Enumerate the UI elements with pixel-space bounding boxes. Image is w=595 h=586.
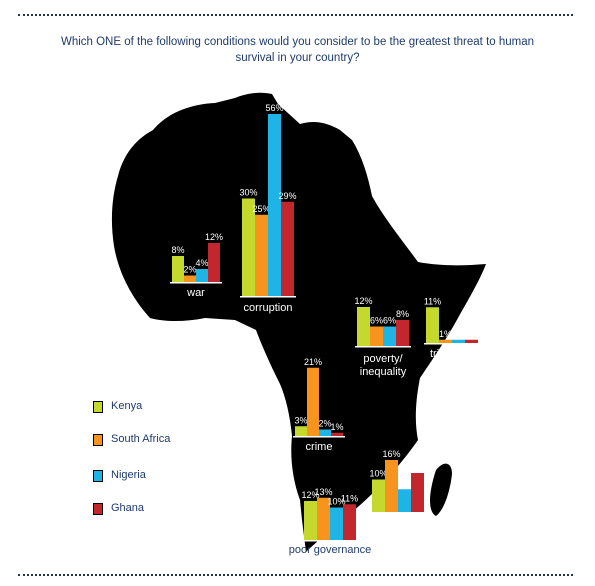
bar-nigeria bbox=[398, 489, 411, 512]
legend-label-south-africa: South Africa bbox=[111, 433, 171, 445]
bar-kenya bbox=[372, 479, 385, 512]
bar-ghana bbox=[411, 473, 424, 512]
bar-value-label: 10% bbox=[327, 497, 345, 507]
bar-group-5: 10% 16% 7% 12% unemployment bbox=[362, 449, 434, 529]
chart-title: Which ONE of the following conditions wo… bbox=[60, 36, 535, 64]
legend-swatch-ghana bbox=[93, 503, 103, 515]
bar-south-africa bbox=[385, 460, 398, 512]
bar-value-label: 1% bbox=[439, 329, 452, 339]
bar-group-2: 12%6% 6%8%poverty/inequality bbox=[354, 296, 411, 378]
legend-swatch-south-africa bbox=[93, 434, 103, 446]
bar-value-label: 13% bbox=[314, 487, 332, 497]
bar-value-label: 6% bbox=[370, 316, 383, 326]
bar-value-label: 12% bbox=[408, 462, 426, 472]
category-label: poverty/inequality bbox=[360, 353, 407, 378]
bar-nigeria bbox=[319, 429, 331, 436]
group-baseline bbox=[240, 296, 296, 298]
bar-value-label: 1% bbox=[465, 329, 478, 339]
bar-value-label: 11% bbox=[424, 296, 441, 306]
bar-group-6: 12%13%10%11% poor governance bbox=[289, 487, 372, 556]
bar-value-label: 29% bbox=[278, 191, 296, 201]
bar-group-3: 11%1% 1% 1%tribalism/racism bbox=[424, 296, 480, 373]
bar-value-label: 21% bbox=[304, 357, 322, 367]
bar-value-label: 2% bbox=[318, 419, 331, 429]
bar-ghana bbox=[331, 432, 343, 436]
bar-value-label: 2% bbox=[183, 265, 196, 275]
bar-value-label: 16% bbox=[382, 449, 400, 459]
group-baseline bbox=[293, 436, 345, 438]
top-dotted-rule bbox=[18, 14, 573, 16]
group-baseline bbox=[355, 346, 411, 348]
bar-nigeria bbox=[383, 326, 396, 346]
bar-value-label: 25% bbox=[252, 204, 270, 214]
bar-value-label: 12% bbox=[301, 490, 319, 500]
group-baseline bbox=[302, 540, 358, 542]
bar-value-label: 30% bbox=[239, 188, 257, 198]
category-label: corruption bbox=[244, 302, 293, 314]
bar-kenya bbox=[357, 307, 370, 346]
bar-group-1: 30% 25% 56% 29% corruption bbox=[239, 103, 296, 314]
bar-ghana bbox=[281, 201, 294, 296]
category-label: crime bbox=[306, 441, 333, 453]
bar-kenya bbox=[295, 426, 307, 436]
bar-ghana bbox=[208, 243, 220, 282]
bar-kenya bbox=[304, 501, 317, 540]
bar-value-label: 56% bbox=[265, 103, 283, 113]
bar-value-label: 11% bbox=[341, 493, 358, 503]
bar-south-africa bbox=[317, 497, 330, 540]
category-label: unemployment bbox=[362, 517, 434, 529]
bottom-dotted-rule bbox=[18, 574, 573, 576]
bar-value-label: 7% bbox=[398, 478, 411, 488]
bar-ghana bbox=[396, 320, 409, 346]
bar-group-0: 8% 2%4% 12% war bbox=[170, 232, 223, 299]
group-baseline bbox=[424, 343, 480, 345]
bar-nigeria bbox=[330, 507, 343, 540]
bar-value-label: 4% bbox=[195, 258, 208, 268]
africa-map bbox=[111, 92, 487, 553]
legend-label-kenya: Kenya bbox=[111, 400, 143, 412]
category-label: war bbox=[186, 287, 205, 299]
bar-kenya bbox=[172, 256, 184, 282]
bar-group-4: 3% 21% 2%1% crime bbox=[293, 357, 345, 453]
bar-nigeria bbox=[452, 339, 465, 343]
group-baseline bbox=[170, 282, 222, 284]
bar-nigeria bbox=[196, 269, 208, 282]
bar-value-label: 12% bbox=[354, 296, 372, 306]
legend-swatch-nigeria bbox=[93, 470, 103, 482]
bar-value-label: 1% bbox=[330, 422, 343, 432]
bar-nigeria bbox=[268, 114, 281, 296]
bar-value-label: 8% bbox=[171, 245, 184, 255]
bar-value-label: 6% bbox=[383, 316, 396, 326]
madagascar-map bbox=[430, 463, 452, 516]
bar-kenya bbox=[242, 198, 255, 296]
bar-value-label: 3% bbox=[294, 415, 307, 425]
legend-swatch-kenya bbox=[93, 401, 103, 413]
bar-kenya bbox=[426, 307, 439, 343]
bar-ghana bbox=[343, 504, 356, 540]
category-label: tribalism/racism bbox=[430, 348, 475, 373]
bar-south-africa bbox=[439, 339, 452, 343]
bar-south-africa bbox=[307, 367, 319, 436]
bar-ghana bbox=[465, 339, 478, 343]
bar-value-label: 12% bbox=[205, 232, 223, 242]
group-baseline bbox=[370, 512, 426, 514]
bar-south-africa bbox=[184, 275, 196, 282]
bar-value-label: 8% bbox=[396, 309, 409, 319]
bar-value-label: 1% bbox=[452, 329, 465, 339]
legend-label-ghana: Ghana bbox=[111, 502, 145, 514]
bar-south-africa bbox=[370, 326, 383, 346]
category-label: poor governance bbox=[289, 544, 372, 556]
bar-value-label: 10% bbox=[369, 469, 387, 479]
legend-label-nigeria: Nigeria bbox=[111, 469, 146, 481]
bar-south-africa bbox=[255, 214, 268, 296]
